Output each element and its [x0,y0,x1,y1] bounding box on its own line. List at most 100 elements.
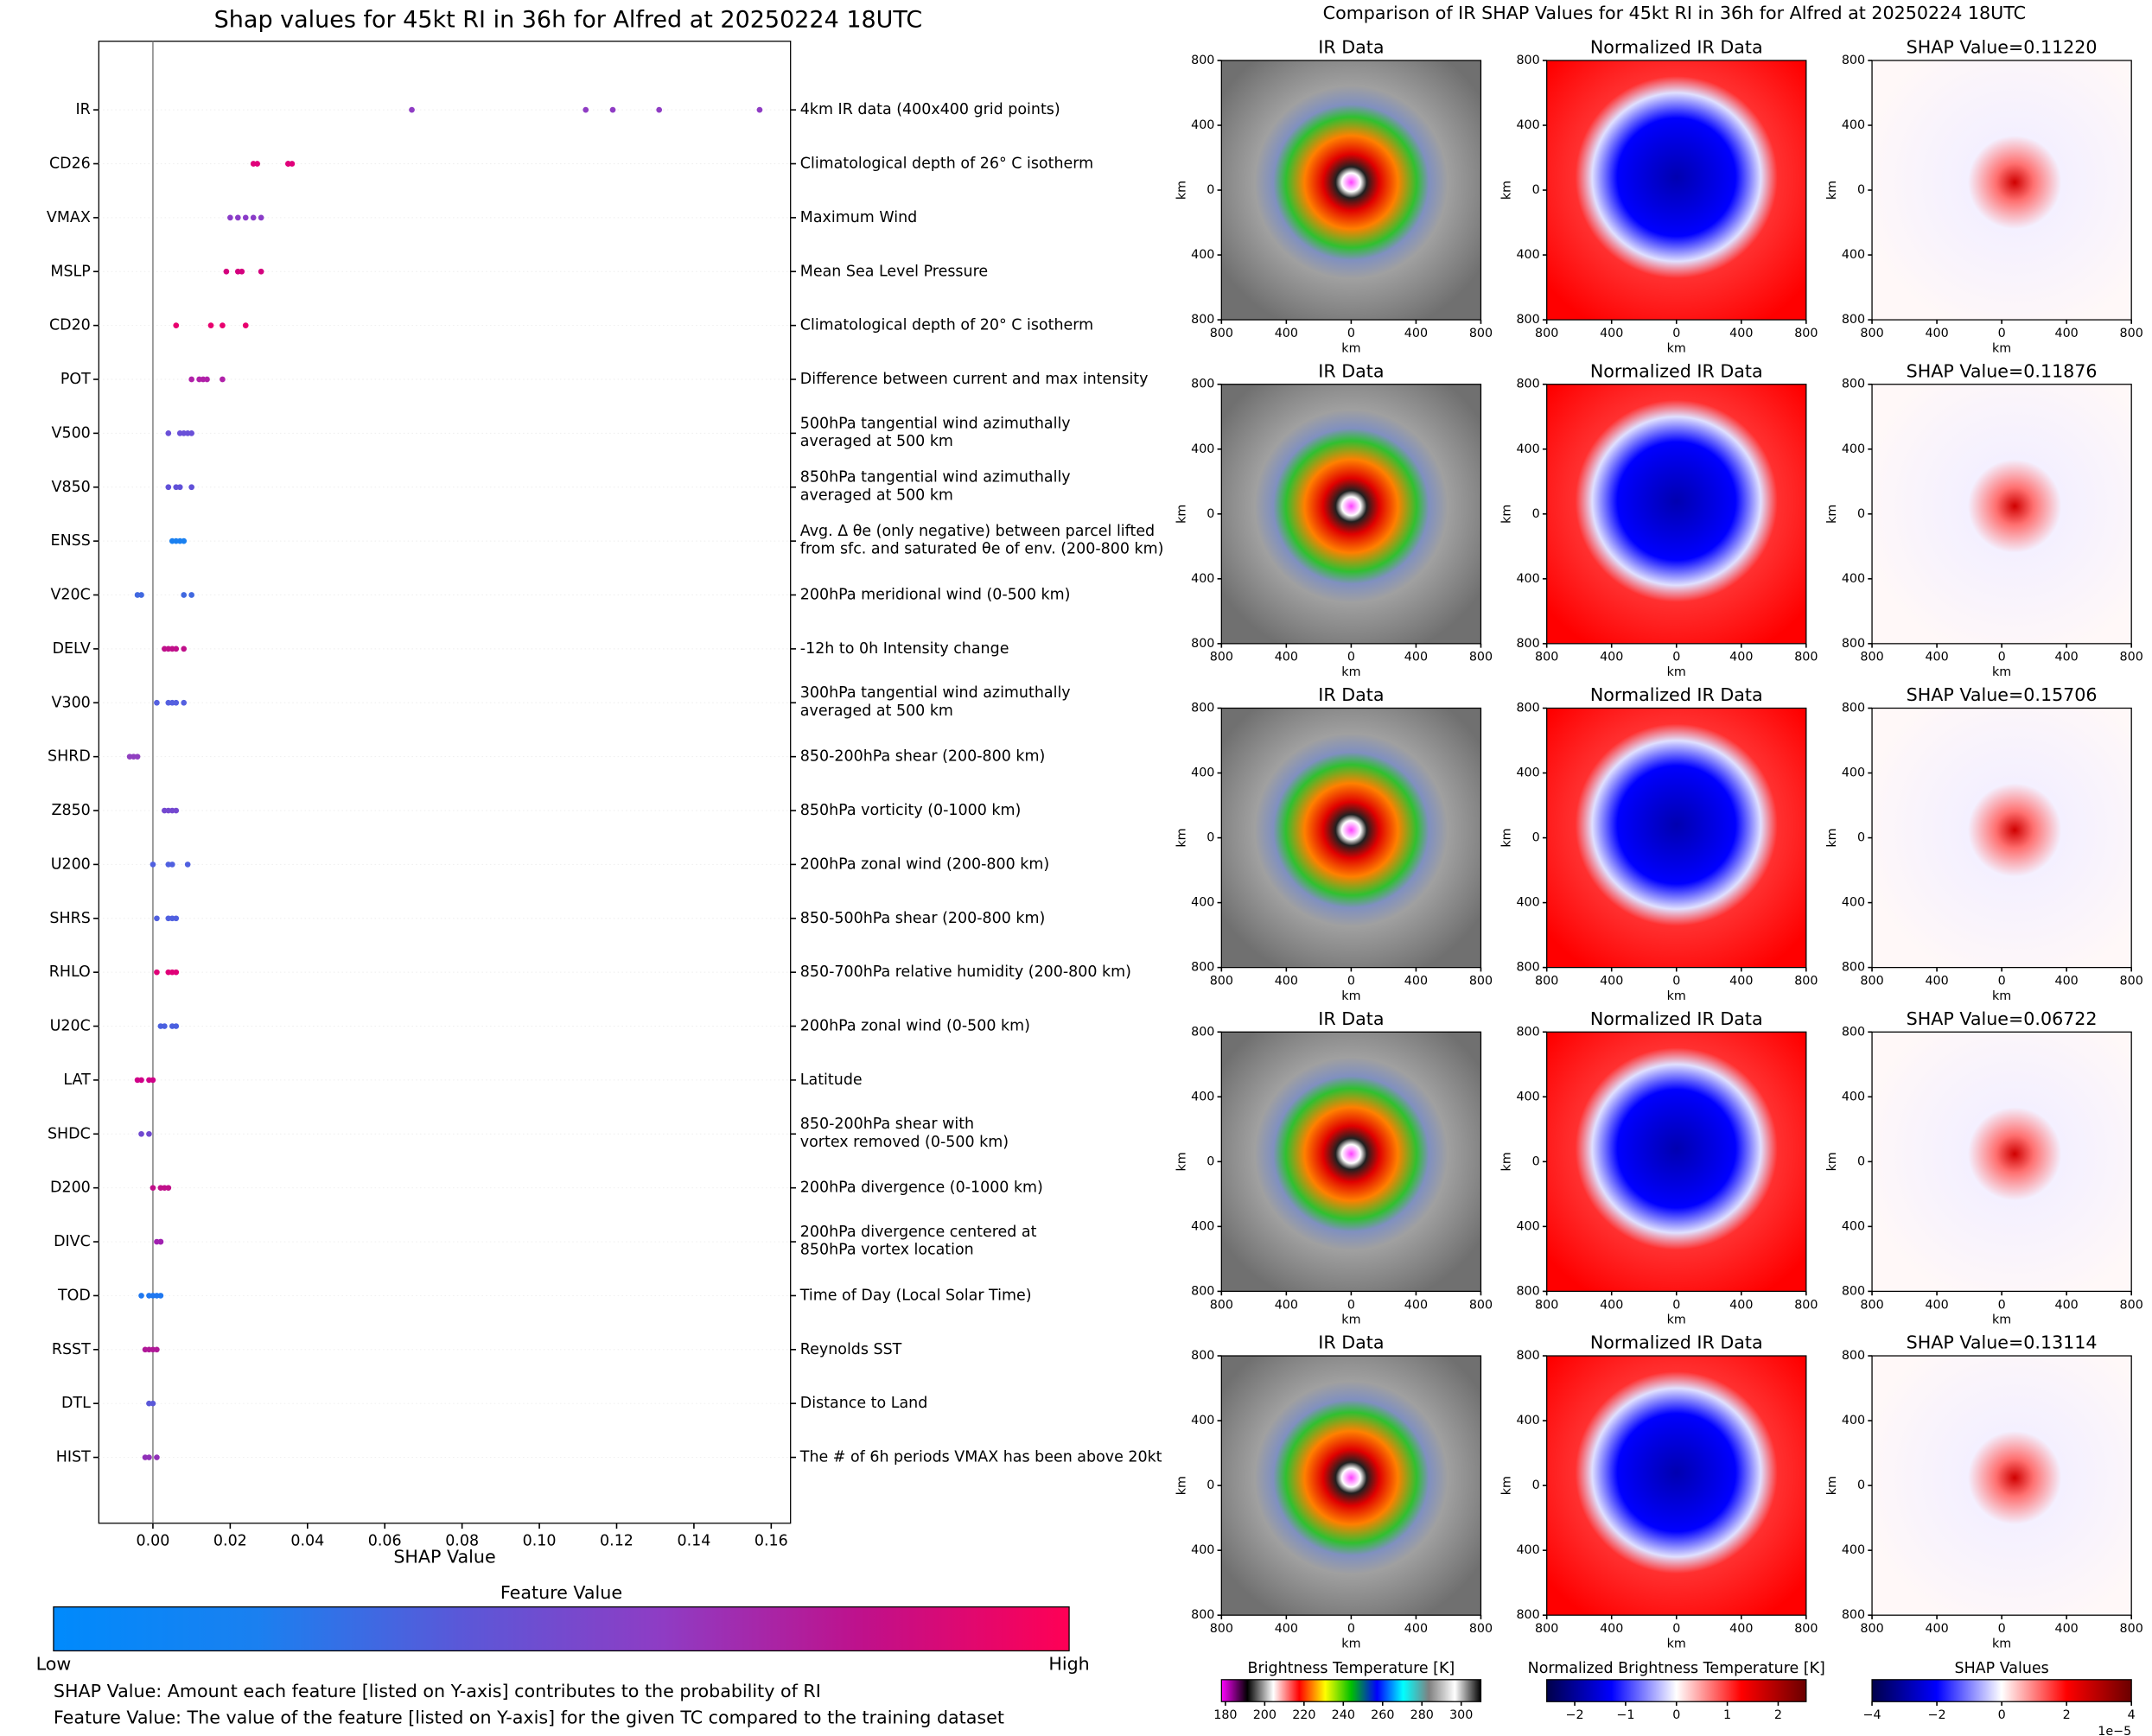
point [150,1185,156,1191]
x-axis-label: km [1667,1313,1686,1327]
description: 850-200hPa shear with [800,1116,974,1133]
description: vortex removed (0-500 km) [800,1134,1009,1151]
colorbar-offset: 1e−5 [2098,1725,2131,1736]
colorbar-tick-label: 0 [1672,1708,1680,1722]
point [223,268,230,275]
y-tick-label: 800 [1516,637,1539,651]
y-tick-label: 0 [1857,183,1865,197]
x-axis-label: km [1341,989,1360,1003]
y-tick-label: 800 [1191,1349,1214,1363]
point [150,1400,156,1407]
point [165,484,172,491]
y-tick-label: V500 [52,424,91,442]
note: SHAP Value: Amount each feature [listed … [54,1681,821,1701]
point [220,376,226,383]
colorbar-tick-label: 220 [1292,1708,1315,1722]
panel-title: IR Data [1318,684,1384,705]
y-tick-label: V300 [52,694,91,711]
x-tick-label: 800 [1860,975,1883,989]
x-axis-label: km [1341,665,1360,679]
point [173,699,180,706]
y-tick-label: SHDC [48,1125,91,1142]
y-tick-label: 0 [1857,1478,1865,1492]
x-tick-label: 400 [1925,1298,1948,1312]
x-tick-label: 800 [2120,651,2143,665]
panel-title: IR Data [1318,1008,1384,1029]
x-axis-label: km [1992,665,2011,679]
y-tick-label: 800 [1516,701,1539,715]
y-tick-label: 800 [1191,1025,1214,1039]
point [138,1293,144,1299]
y-tick-label: 400 [1191,118,1214,132]
point [181,645,188,652]
x-axis-label: km [1667,989,1686,1003]
description: Latitude [800,1071,863,1089]
panel-image [1546,707,1807,969]
y-tick-label: 400 [1842,766,1865,780]
x-tick-label: 800 [1535,975,1558,989]
description: The # of 6h periods VMAX has been above … [799,1449,1162,1466]
y-tick-label: 400 [1842,248,1865,262]
point [242,322,249,328]
y-axis-label: km [1825,1476,1839,1495]
colorbar-tick-label: 180 [1213,1708,1237,1722]
x-tick-label: 400 [1925,1622,1948,1636]
x-tick-label: 400 [1275,975,1298,989]
point [173,807,180,814]
point [154,699,160,706]
x-tick-label: 800 [1794,651,1818,665]
x-tick-label: 400 [2055,651,2079,665]
point [204,376,210,383]
description: Maximum Wind [800,209,917,226]
y-tick-label: 800 [1516,1284,1539,1298]
description: 200hPa divergence (0-1000 km) [800,1180,1043,1197]
x-tick-label: 0 [1998,975,2006,989]
point [165,430,172,436]
panel-image [1546,384,1807,645]
point [157,1238,164,1245]
y-tick-label: 800 [1842,54,1865,67]
y-tick-label: 800 [1842,637,1865,651]
x-axis-label: km [1341,1637,1360,1651]
description: from sfc. and saturated θe of env. (200-… [800,541,1164,558]
colorbar-label: Brightness Temperature [K] [1248,1660,1455,1677]
point [157,1293,164,1299]
y-tick-label: 400 [1516,118,1539,132]
x-tick-label: 400 [1925,327,1948,340]
y-tick-label: RSST [52,1341,91,1358]
colorbar-low: Low [36,1653,72,1674]
y-tick-label: 800 [1842,701,1865,715]
panel-title: IR Data [1318,37,1384,58]
y-tick-label: 0 [1207,831,1214,845]
point [188,592,194,598]
y-tick-label: 800 [1516,961,1539,975]
y-tick-label: 400 [1842,1090,1865,1103]
y-tick-label: DTL [61,1395,91,1412]
panel-image [1220,60,1482,321]
description: 200hPa zonal wind (200-800 km) [800,855,1049,873]
description: averaged at 500 km [800,703,953,720]
panel-image [1871,1355,2132,1616]
description: 850-500hPa shear (200-800 km) [800,910,1045,927]
panel-title: SHAP Value=0.06722 [1907,1008,2098,1029]
y-axis-label: km [1825,1152,1839,1171]
x-tick-label: 800 [1469,651,1493,665]
y-tick-label: 400 [1842,118,1865,132]
description: 850-200hPa shear (200-800 km) [800,748,1045,766]
y-tick-label: 0 [1207,1478,1214,1492]
y-axis-label: km [1175,828,1188,847]
y-tick-label: 800 [1516,1349,1539,1363]
x-tick-label: 800 [1210,327,1233,340]
y-axis-label: km [1500,828,1514,847]
colorbar [1871,1679,2132,1702]
y-tick-label: 400 [1842,572,1865,586]
point [173,969,180,976]
x-tick-label: 0.08 [445,1532,479,1549]
x-tick-label: 800 [1469,1622,1493,1636]
x-tick-label: 400 [1729,651,1753,665]
point [150,862,156,868]
y-tick-label: 800 [1191,378,1214,391]
colorbar-tick-label: 4 [2128,1708,2136,1722]
y-axis-label: km [1825,828,1839,847]
